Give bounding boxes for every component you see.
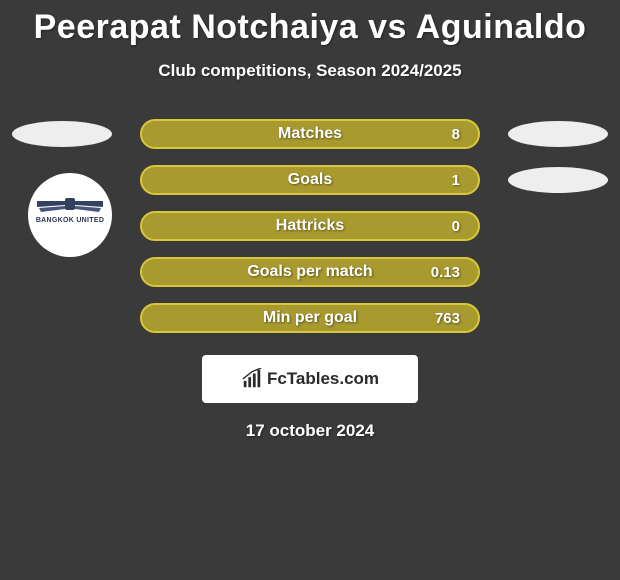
stat-bar: Hattricks 0 <box>140 211 480 241</box>
stats-bars: BANGKOK UNITED Matches8Goals1Hattricks0G… <box>0 119 620 333</box>
stat-row: Goals per match 0.13 <box>0 257 620 287</box>
stat-row: Min per goal 763 <box>0 303 620 333</box>
season-subtitle: Club competitions, Season 2024/2025 <box>0 61 620 81</box>
brand-text: FcTables.com <box>267 369 379 389</box>
stat-label: Goals <box>288 171 332 189</box>
stat-label: Min per goal <box>263 309 357 327</box>
stat-value: 8 <box>452 126 460 143</box>
stat-label: Matches <box>278 125 342 143</box>
page-title: Peerapat Notchaiya vs Aguinaldo <box>0 0 620 47</box>
stat-row: Matches 8 <box>0 119 620 149</box>
stat-value: 763 <box>435 310 460 327</box>
snapshot-date: 17 october 2024 <box>0 421 620 441</box>
stat-label: Hattricks <box>276 217 344 235</box>
stat-bar: Goals 1 <box>140 165 480 195</box>
stat-bar: Matches 8 <box>140 119 480 149</box>
stat-bar: Goals per match 0.13 <box>140 257 480 287</box>
stat-value: 0.13 <box>431 264 460 281</box>
stat-row: Hattricks 0 <box>0 211 620 241</box>
comparison-card: Peerapat Notchaiya vs Aguinaldo Club com… <box>0 0 620 441</box>
stat-label: Goals per match <box>247 263 372 281</box>
stat-value: 0 <box>452 218 460 235</box>
bar-chart-icon <box>241 368 263 390</box>
stat-row: Goals 1 <box>0 165 620 195</box>
brand-watermark: FcTables.com <box>202 355 418 403</box>
stat-bar: Min per goal 763 <box>140 303 480 333</box>
stat-value: 1 <box>452 172 460 189</box>
